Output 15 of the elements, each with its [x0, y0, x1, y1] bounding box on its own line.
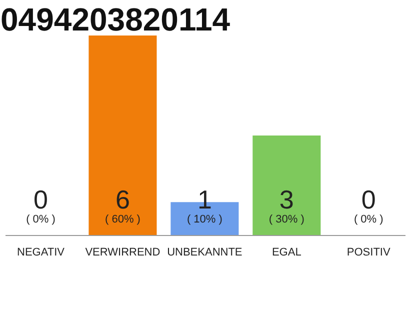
data-label: 0	[361, 184, 376, 214]
x-tick-label: EGAL	[272, 246, 302, 258]
chart-title: 0494203820114	[0, 2, 230, 38]
data-label: 3	[279, 184, 294, 214]
annotation: ( 0% )	[26, 214, 56, 226]
data-label: 6	[115, 184, 130, 214]
annotation: ( 0% )	[354, 214, 384, 226]
annotation: ( 10% )	[186, 214, 222, 226]
x-tick-label: VERWIRREND	[85, 246, 160, 258]
data-label: 0	[34, 184, 48, 214]
annotation: ( 60% )	[104, 214, 140, 226]
annotation: ( 30% )	[268, 214, 304, 226]
x-tick-label: NEGATIV	[17, 246, 66, 258]
x-tick-label: POSITIV	[346, 246, 391, 258]
x-tick-label: UNBEKANNTE	[167, 246, 242, 258]
